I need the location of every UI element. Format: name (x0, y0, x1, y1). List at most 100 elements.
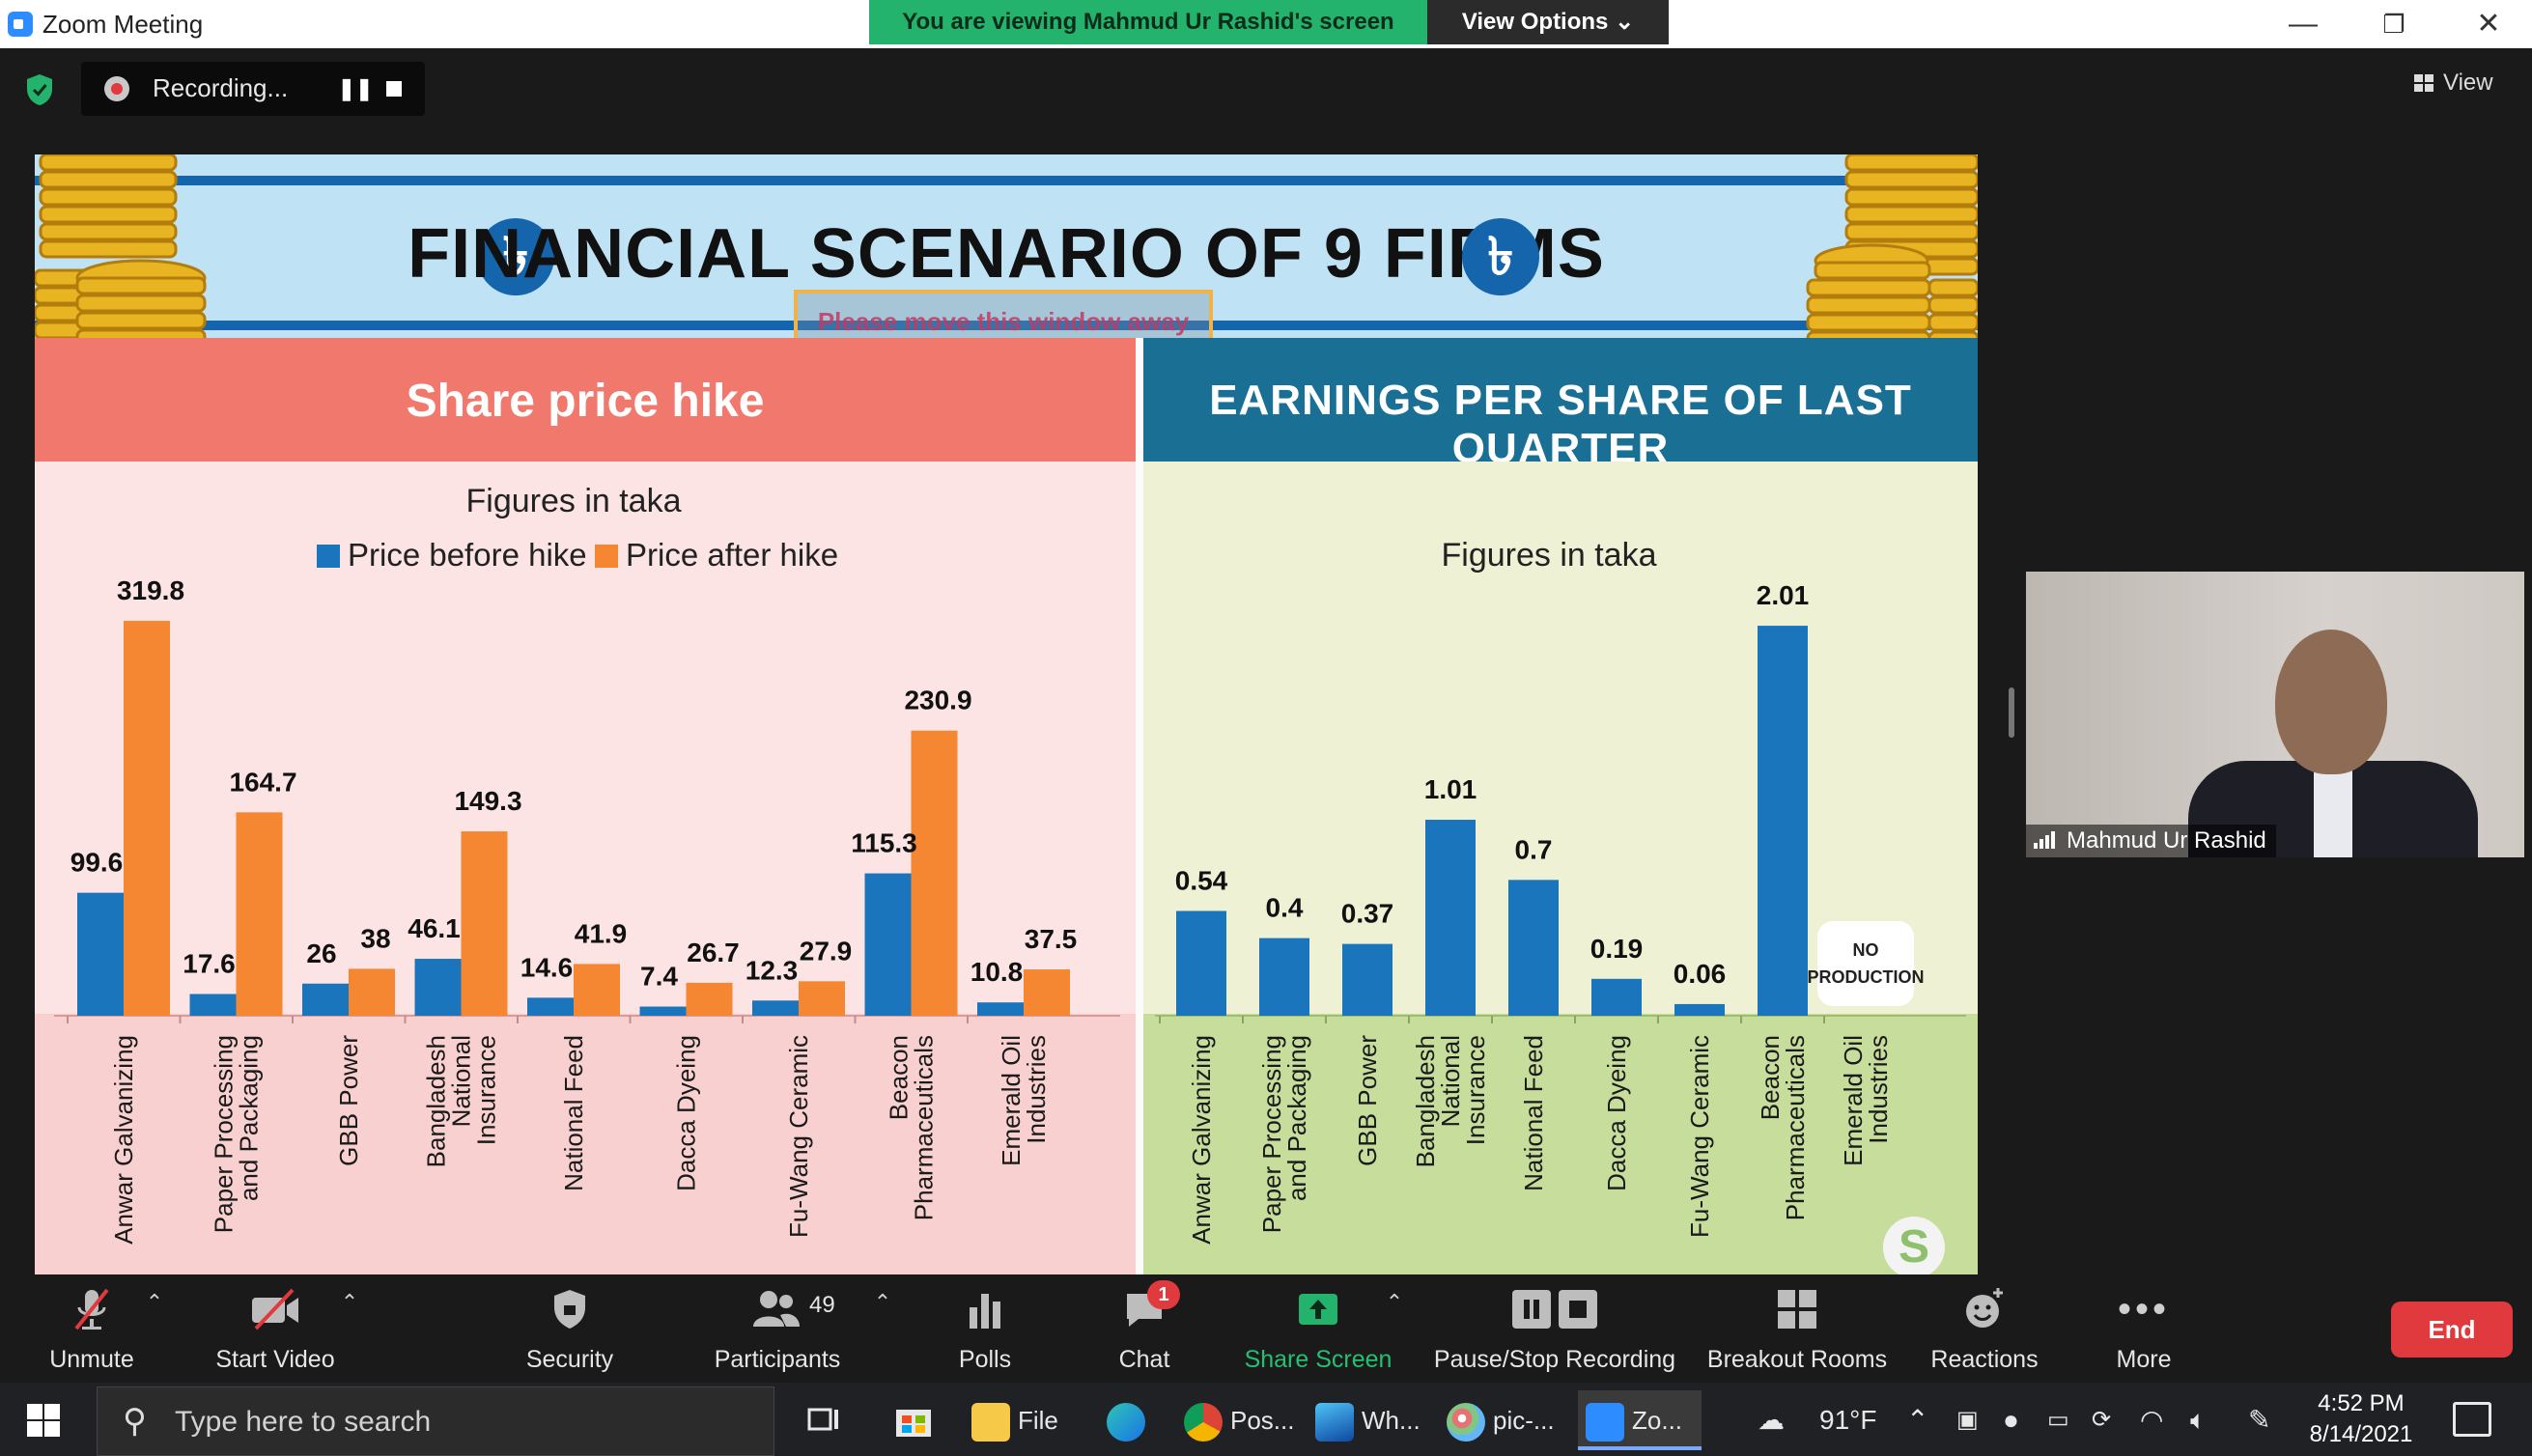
bar-before-7 (752, 1000, 799, 1016)
share-price-category-1-line-1: Anwar Galvanizing (109, 1035, 138, 1245)
eps-bar-2 (1259, 938, 1309, 1016)
data-label-after-8: 230.9 (904, 686, 971, 715)
chat-button[interactable]: Chat (1101, 1286, 1188, 1379)
taskbar-app-chrome[interactable]: Pos... (1184, 1390, 1296, 1450)
search-icon: ⚲ (123, 1403, 147, 1440)
slide-title: FINANCIAL SCENARIO OF 9 FIRMS (408, 215, 1605, 293)
participants-options-caret-icon[interactable]: ⌃ (873, 1290, 892, 1314)
eps-category-6-line-1: Dacca Dyeing (1602, 1035, 1631, 1191)
recording-label: Recording... (153, 73, 289, 102)
header-stripe-top (35, 176, 1978, 185)
more-button[interactable]: ••• More (2096, 1286, 2192, 1379)
chat-unread-badge: 1 (1147, 1280, 1180, 1309)
share-price-axis-area (35, 1014, 1136, 1274)
bar-after-8 (911, 730, 958, 1016)
edge-icon[interactable] (1107, 1390, 1161, 1450)
data-label-before-5: 14.6 (520, 952, 574, 982)
taskbar-app-zoom[interactable]: Zo... (1578, 1390, 1702, 1450)
close-button[interactable]: ✕ (2476, 8, 2501, 40)
taskbar-app-photos-label: Wh... (1362, 1406, 1421, 1435)
battery-icon[interactable]: ▭ (2047, 1407, 2069, 1433)
eps-category-7-line-1: Fu-Wang Ceramic (1685, 1035, 1714, 1238)
security-button[interactable]: Security (512, 1286, 628, 1379)
store-icon[interactable] (892, 1398, 935, 1441)
taskbar-app-paint[interactable]: pic-... (1447, 1390, 1559, 1450)
stop-recording-button[interactable] (386, 81, 402, 97)
bar-after-4 (461, 831, 508, 1016)
task-view-icon[interactable] (807, 1402, 842, 1437)
microphone-tray-icon[interactable]: ● (2003, 1405, 2019, 1435)
data-label-after-3: 38 (360, 923, 390, 953)
tray-overflow-caret-icon[interactable]: ⌃ (1906, 1405, 1929, 1435)
minimize-button[interactable]: — (2289, 8, 2318, 40)
meet-now-icon[interactable]: ▣ (1956, 1407, 1979, 1433)
taskbar-app-file-explorer[interactable]: File ... (971, 1390, 1085, 1450)
polls-button[interactable]: Polls (937, 1286, 1033, 1379)
pause-recording-button[interactable]: ❚❚ (337, 76, 374, 100)
participants-icon (753, 1291, 800, 1327)
eps-category-5-line-1: National Feed (1519, 1035, 1548, 1191)
taskbar-clock[interactable]: 4:52 PM 8/14/2021 (2298, 1388, 2424, 1450)
eps-data-label-2: 0.4 (1266, 893, 1304, 923)
bar-before-5 (527, 997, 574, 1016)
start-video-button[interactable]: Start Video (203, 1286, 348, 1379)
windows-start-icon[interactable] (27, 1404, 60, 1437)
participants-button[interactable]: 49 Participants (705, 1286, 850, 1379)
share-price-category-4-line-3: Insurance (472, 1035, 501, 1145)
windows-taskbar: ⚲ File ... Pos... Wh... pic-... Zo... ☁ … (0, 1383, 2532, 1456)
eps-bar-5 (1508, 880, 1559, 1016)
eps-bar-8 (1758, 626, 1808, 1016)
unmute-label: Unmute (49, 1346, 134, 1373)
taka-symbol-left-icon: ৳ (477, 218, 554, 295)
volume-icon[interactable]: 🔈︎ (2190, 1405, 2207, 1435)
clock-time: 4:52 PM (2318, 1390, 2405, 1416)
window-title: Zoom Meeting (42, 10, 204, 39)
taskbar-search-input[interactable] (175, 1401, 716, 1443)
share-screen-button[interactable]: Share Screen (1236, 1286, 1400, 1379)
pen-icon[interactable]: ✎ (2248, 1405, 2271, 1435)
audio-options-caret-icon[interactable]: ⌃ (145, 1290, 164, 1314)
pause-stop-recording-icon (1512, 1290, 1597, 1329)
chat-label: Chat (1118, 1346, 1170, 1373)
data-label-before-8: 115.3 (851, 828, 917, 858)
polls-chart-icon (970, 1294, 1000, 1329)
eps-axis-area (1143, 1014, 1978, 1274)
sync-icon[interactable]: ⟳ (2092, 1407, 2112, 1433)
share-price-category-6-line-1: Dacca Dyeing (672, 1035, 701, 1191)
eps-data-label-4: 1.01 (1424, 774, 1477, 804)
view-layout-button[interactable]: View (2414, 62, 2518, 104)
eps-category-8-line-2: Pharmaceuticals (1781, 1035, 1810, 1220)
restore-button[interactable]: ❐ (2382, 10, 2405, 39)
end-meeting-button[interactable]: End (2391, 1302, 2513, 1358)
video-options-caret-icon[interactable]: ⌃ (340, 1290, 359, 1314)
encryption-shield-icon[interactable] (25, 73, 54, 106)
pause-stop-recording-button[interactable]: Pause/Stop Recording (1429, 1286, 1680, 1379)
panel-resize-handle[interactable] (2009, 687, 2014, 738)
eps-category-4-line-1: Bangladesh (1411, 1035, 1440, 1167)
wifi-icon[interactable]: ◠ (2140, 1405, 2164, 1435)
bar-before-1 (77, 892, 124, 1016)
legend-swatch-after (595, 545, 618, 568)
share-options-caret-icon[interactable]: ⌃ (1385, 1290, 1404, 1314)
taskbar-app-photos[interactable]: Wh... (1315, 1390, 1427, 1450)
participants-icon-wrap: 49 (705, 1286, 850, 1332)
weather-cloud-icon[interactable]: ☁ (1758, 1405, 1785, 1435)
notifications-icon[interactable] (2453, 1402, 2491, 1437)
reactions-button[interactable]: Reactions (1922, 1286, 2047, 1379)
breakout-rooms-button[interactable]: Breakout Rooms (1705, 1286, 1889, 1379)
data-label-before-1: 99.6 (70, 848, 124, 878)
unmute-button[interactable]: Unmute (29, 1286, 155, 1379)
weather-temperature[interactable]: 91°F (1819, 1405, 1877, 1435)
view-options-button[interactable]: View Options ⌄ (1427, 0, 1669, 44)
shared-screen: ৳ FINANCIAL SCENARIO OF 9 FIRMS ৳ Please… (35, 154, 1978, 1274)
data-label-after-6: 26.7 (687, 938, 740, 967)
start-video-label: Start Video (215, 1346, 335, 1373)
signal-strength-icon (2034, 831, 2057, 849)
participants-count: 49 (809, 1292, 835, 1318)
eps-data-label-5: 0.7 (1515, 834, 1553, 864)
taskbar-search[interactable]: ⚲ (97, 1386, 774, 1456)
share-price-category-3-line-1: GBB Power (334, 1035, 363, 1166)
data-label-after-7: 27.9 (800, 936, 853, 966)
participant-video[interactable]: Mahmud Ur Rashid (2026, 572, 2524, 857)
